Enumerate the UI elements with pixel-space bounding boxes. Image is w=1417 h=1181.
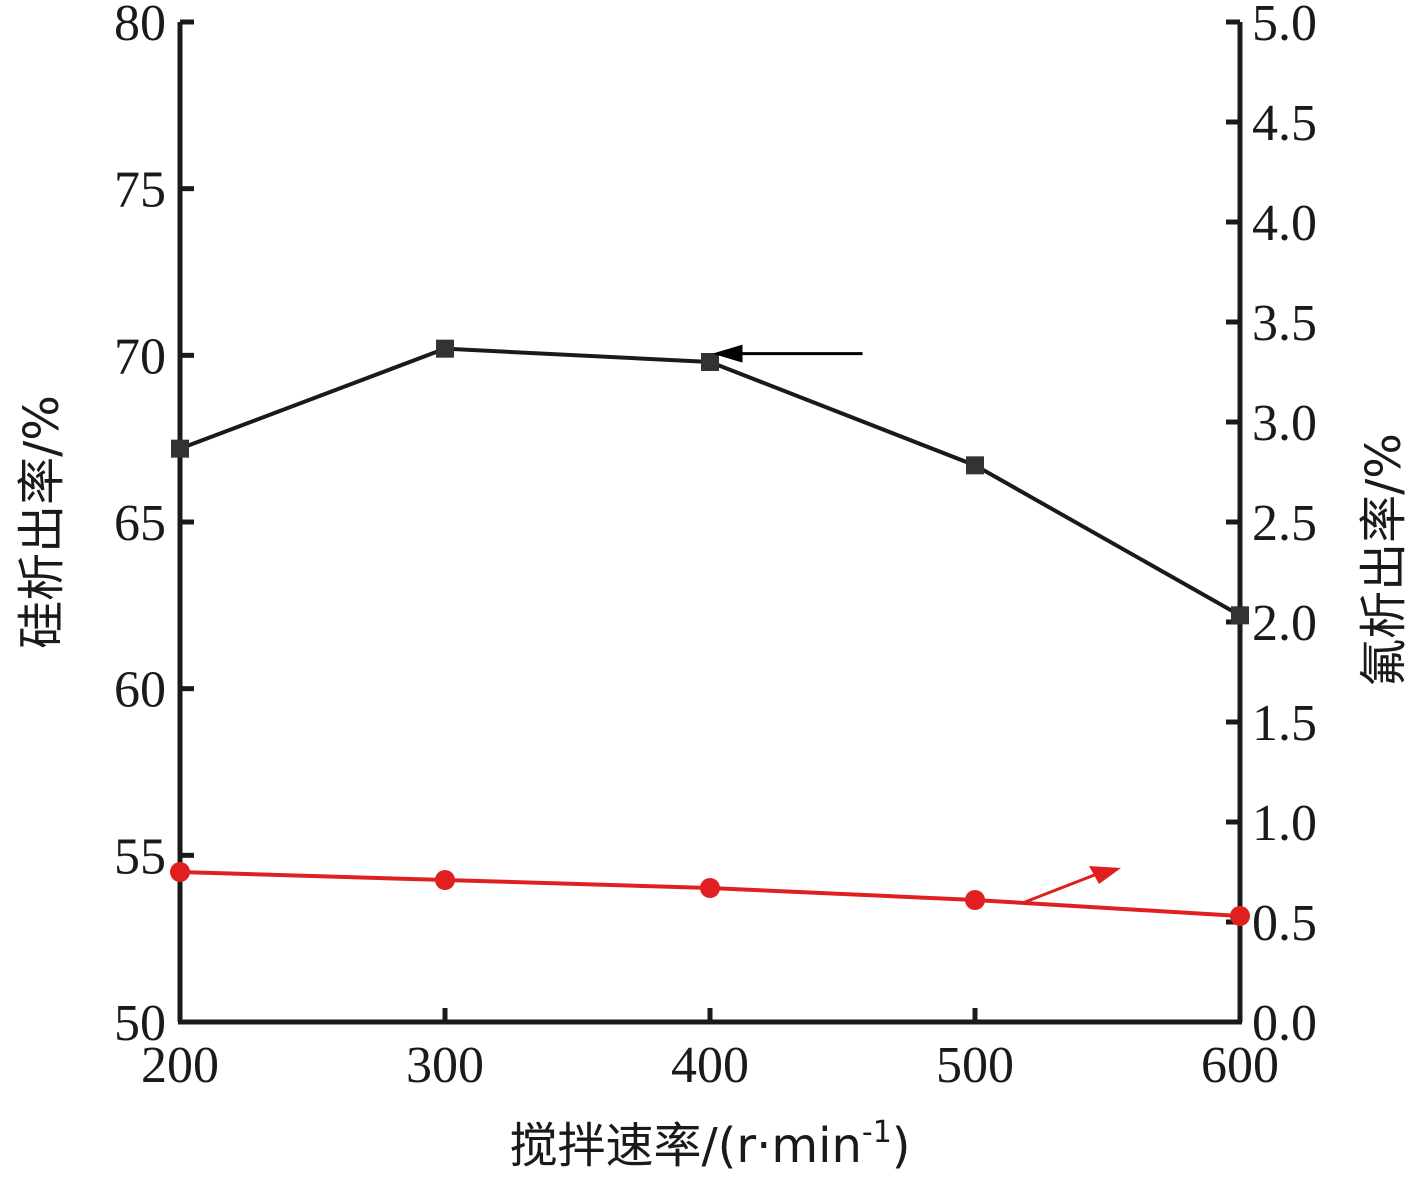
left-y-tick-label: 70 [114,328,166,385]
x-tick-label: 300 [406,1037,484,1094]
right-y-tick-label: 1.0 [1252,795,1317,852]
right-y-tick-label: 1.5 [1252,695,1317,752]
series-1-point [1231,606,1249,625]
series-1-point [701,353,719,371]
series-1-arrow-head [712,344,743,363]
right-y-tick-label: 2.0 [1252,595,1317,652]
series-2-arrow-head [1089,866,1121,884]
series-2-point [965,890,985,910]
x-axis-title: 搅拌速率/(r·min-1) [509,1115,910,1174]
left-y-tick-label: 65 [114,495,166,552]
x-axis-ticks: 200 300 400 500 600 [141,1008,1279,1094]
series-2-point [1230,906,1250,926]
series-layer [170,339,1250,926]
x-tick-label: 400 [671,1037,749,1094]
series-1-point [966,456,984,475]
series-2-point [435,870,455,890]
arrow-layer [712,344,1121,904]
right-y-tick-label: 4.0 [1252,195,1317,252]
right-y-tick-label: 3.0 [1252,395,1317,452]
series-2-axis-arrow [1024,872,1098,904]
right-y-tick-label: 4.5 [1252,95,1317,152]
series-1-point [436,339,454,358]
left-y-tick-label: 75 [114,162,166,219]
series-2-point [170,862,190,882]
x-tick-label: 600 [1201,1037,1279,1094]
left-y-tick-label: 50 [114,995,166,1052]
series-1-line [179,346,1241,618]
right-y-axis-title: 氟析出率/% [1356,433,1412,687]
plot-area [177,22,1243,1025]
right-y-tick-label: 2.5 [1252,495,1317,552]
series-1-point [171,439,189,458]
right-y-tick-label: 0.0 [1252,995,1317,1052]
series-2-point [700,878,720,898]
left-y-tick-label: 80 [114,0,166,52]
right-y-tick-label: 3.5 [1252,295,1317,352]
right-y-tick-label: 5.0 [1252,0,1317,52]
right-y-axis-ticks: 0.0 0.5 1.0 1.5 2.0 2.5 3.0 3.5 4.0 4.5 5.0 [1226,0,1317,1052]
x-tick-label: 500 [936,1037,1014,1094]
right-y-tick-label: 0.5 [1252,895,1317,952]
x-tick-label: 200 [141,1037,219,1094]
left-y-tick-label: 55 [114,828,166,885]
left-y-axis-ticks: 50 55 60 65 70 75 80 [114,0,194,1052]
left-y-axis-title: 硅析出率/% [14,395,70,649]
left-y-tick-label: 60 [114,662,166,719]
